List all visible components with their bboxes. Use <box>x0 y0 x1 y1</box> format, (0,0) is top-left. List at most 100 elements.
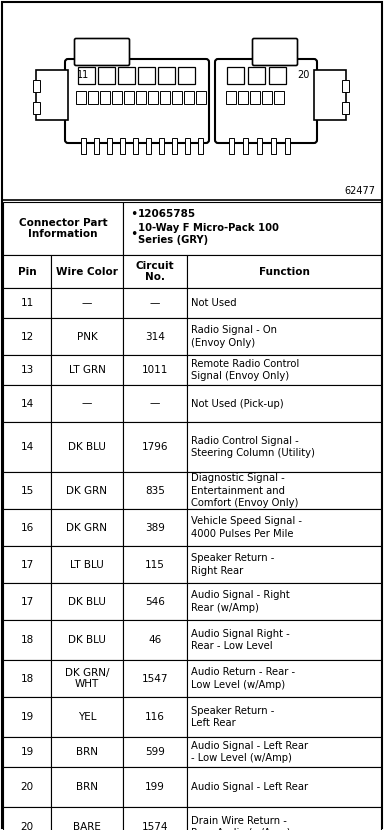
Bar <box>229 138 234 154</box>
FancyBboxPatch shape <box>65 59 209 143</box>
Text: DK BLU: DK BLU <box>68 597 106 607</box>
Bar <box>51 472 123 509</box>
Text: 1796: 1796 <box>142 442 168 452</box>
Bar <box>187 737 381 767</box>
Text: 546: 546 <box>145 597 165 607</box>
Text: DK GRN: DK GRN <box>66 523 108 533</box>
Bar <box>285 138 290 154</box>
Text: •: • <box>130 208 137 221</box>
Text: 14: 14 <box>20 398 34 408</box>
Bar <box>120 138 125 154</box>
Bar <box>187 255 381 288</box>
Text: BRN: BRN <box>76 782 98 792</box>
Text: Diagnostic Signal -
Entertainment and
Comfort (Envoy Only): Diagnostic Signal - Entertainment and Co… <box>191 473 298 508</box>
Text: 46: 46 <box>148 635 162 645</box>
Bar <box>187 355 381 385</box>
Bar <box>98 67 115 84</box>
Text: 20: 20 <box>20 782 33 792</box>
Bar <box>123 583 187 620</box>
Bar <box>227 67 244 84</box>
Text: Not Used: Not Used <box>191 298 237 308</box>
Bar <box>78 67 95 84</box>
Bar <box>123 318 187 355</box>
Text: 199: 199 <box>145 782 165 792</box>
Bar <box>51 422 123 472</box>
Text: Audio Signal - Left Rear
- Low Level (w/Amp): Audio Signal - Left Rear - Low Level (w/… <box>191 741 308 764</box>
Bar <box>3 737 51 767</box>
Text: 835: 835 <box>145 486 165 496</box>
Bar <box>51 620 123 660</box>
Bar <box>146 138 151 154</box>
FancyBboxPatch shape <box>253 38 298 66</box>
Bar <box>123 255 187 288</box>
Bar <box>51 509 123 546</box>
Bar <box>123 737 187 767</box>
Text: •: • <box>130 227 137 241</box>
Text: 20: 20 <box>298 71 310 81</box>
Text: DK GRN: DK GRN <box>66 486 108 496</box>
Bar <box>196 91 206 104</box>
Text: DK BLU: DK BLU <box>68 635 106 645</box>
Bar <box>94 138 99 154</box>
Text: LT GRN: LT GRN <box>69 365 106 375</box>
Bar <box>51 546 123 583</box>
Text: 13: 13 <box>20 365 34 375</box>
Bar <box>187 767 381 807</box>
Bar <box>172 91 182 104</box>
Text: 10-Way F Micro-Pack 100
Series (GRY): 10-Way F Micro-Pack 100 Series (GRY) <box>138 222 279 245</box>
Bar <box>178 67 195 84</box>
Bar <box>3 472 51 509</box>
Bar <box>33 102 40 114</box>
Bar <box>51 318 123 355</box>
Text: 11: 11 <box>77 71 89 81</box>
Text: Circuit
No.: Circuit No. <box>136 261 174 282</box>
Bar <box>3 620 51 660</box>
FancyBboxPatch shape <box>74 38 129 66</box>
Bar <box>172 138 177 154</box>
Text: 314: 314 <box>145 331 165 341</box>
Bar <box>198 138 203 154</box>
Text: Connector Part
Information: Connector Part Information <box>19 217 107 239</box>
Text: 19: 19 <box>20 712 34 722</box>
Bar <box>269 67 286 84</box>
Bar <box>185 138 190 154</box>
Text: —: — <box>82 298 92 308</box>
Bar <box>187 509 381 546</box>
Text: Audio Signal - Right
Rear (w/Amp): Audio Signal - Right Rear (w/Amp) <box>191 590 290 613</box>
Text: 15: 15 <box>20 486 34 496</box>
Text: Pin: Pin <box>18 266 36 276</box>
Text: 19: 19 <box>20 747 34 757</box>
Bar <box>3 385 51 422</box>
Bar <box>76 91 86 104</box>
Bar <box>123 660 187 697</box>
Text: Audio Return - Rear -
Low Level (w/Amp): Audio Return - Rear - Low Level (w/Amp) <box>191 667 295 690</box>
Bar <box>100 91 110 104</box>
Text: —: — <box>82 398 92 408</box>
Bar <box>123 422 187 472</box>
Text: Function: Function <box>258 266 310 276</box>
Bar <box>123 697 187 737</box>
Bar <box>51 807 123 830</box>
Bar <box>88 91 98 104</box>
Bar <box>257 138 262 154</box>
Text: 12: 12 <box>20 331 34 341</box>
Text: 116: 116 <box>145 712 165 722</box>
Bar <box>133 138 138 154</box>
Bar <box>123 546 187 583</box>
Bar <box>51 697 123 737</box>
Bar <box>3 202 123 255</box>
Bar <box>187 697 381 737</box>
Text: Vehicle Speed Signal -
4000 Pulses Per Mile: Vehicle Speed Signal - 4000 Pulses Per M… <box>191 516 302 539</box>
Bar <box>36 70 68 120</box>
Text: 62477: 62477 <box>344 186 375 196</box>
Bar <box>226 91 236 104</box>
Text: Radio Signal - On
(Envoy Only): Radio Signal - On (Envoy Only) <box>191 325 277 348</box>
Text: Speaker Return -
Right Rear: Speaker Return - Right Rear <box>191 554 275 576</box>
Bar <box>342 102 349 114</box>
Bar <box>187 546 381 583</box>
Bar <box>243 138 248 154</box>
Text: LT BLU: LT BLU <box>70 559 104 569</box>
Text: —: — <box>150 298 160 308</box>
Bar <box>238 91 248 104</box>
Bar <box>187 583 381 620</box>
